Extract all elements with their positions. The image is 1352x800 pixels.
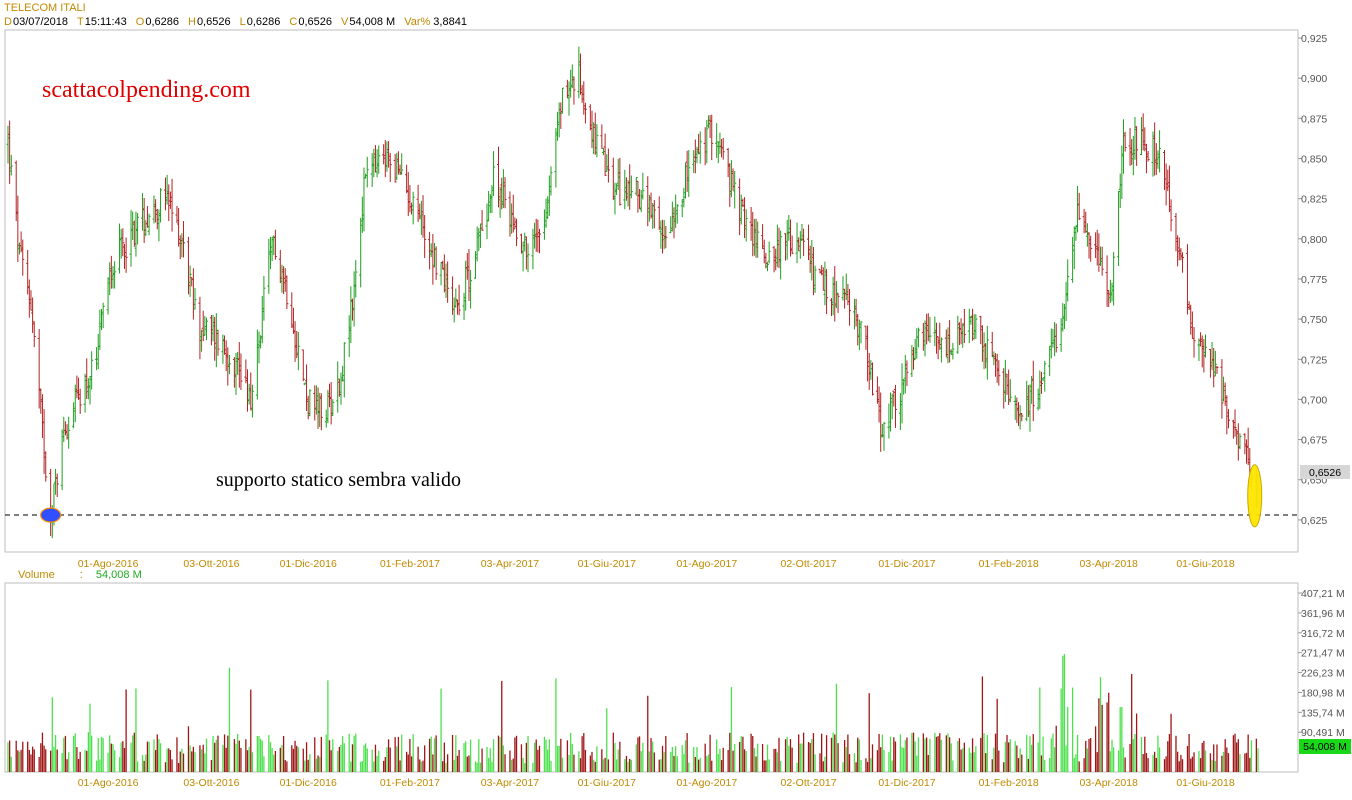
header-value: 0,6286 [145,16,179,28]
volume-date-tick-label: 03-Ott-2016 [183,777,239,789]
volume-tick-label: 271,47 M [1301,648,1345,660]
volume-tick-label: 361,96 M [1301,608,1345,620]
header-key: T [77,16,84,28]
header-value: 0,6526 [196,16,231,28]
volume-date-tick-label: 01-Dic-2017 [878,777,935,789]
volume-tick-label: 135,74 M [1301,707,1345,719]
volume-date-tick-label: 01-Giu-2018 [1176,777,1235,789]
volume-header: Volume : 54,008 M [18,569,142,581]
price-tick-label: 0,775 [1301,274,1327,286]
header-value: 54,008 M [349,16,396,28]
volume-date-tick-label: 03-Apr-2018 [1080,777,1139,789]
price-tick-label: 0,675 [1301,435,1327,447]
volume-date-tick-label: 02-Ott-2017 [781,777,837,789]
volume-date-tick-label: 01-Ago-2016 [78,777,139,789]
header-value: 15:11:43 [84,16,127,28]
header-value: 3,8841 [433,16,467,28]
volume-tick-label: 226,23 M [1301,668,1345,680]
header-key: C [289,16,298,28]
volume-value: 54,008 M [95,569,142,581]
date-tick-label: 01-Giu-2017 [578,558,637,570]
last-price-tag: 0,6526 [1309,467,1341,479]
date-tick-label: 01-Feb-2018 [979,558,1039,570]
date-tick-label: 01-Dic-2016 [280,558,337,570]
volume-date-tick-label: 03-Apr-2017 [481,777,540,789]
brand-watermark: scattacolpending.com [42,77,251,103]
support-marker [40,507,62,523]
volume-tick-label: 180,98 M [1301,687,1345,699]
price-panel[interactable] [4,29,1299,553]
volume-date-tick-label: 01-Dic-2016 [280,777,337,789]
last-price-tag-bg [1300,465,1350,479]
price-tick-label: 0,925 [1301,33,1327,45]
header-key: O [135,16,145,28]
header-key: Var% [404,16,431,28]
volume-bars [7,654,1259,772]
header-key: V [340,16,349,28]
date-tick-label: 01-Ago-2016 [78,558,139,570]
date-tick-label: 03-Ott-2016 [183,558,239,570]
date-axis: 01-Ago-2016 01-Ago-2016 03-Ott-2016 03-Ott-… [78,558,1235,789]
volume-label: Volume [18,569,55,581]
header-value: 03/07/2018 [12,16,69,28]
date-tick-label: 03-Apr-2017 [481,558,540,570]
volume-axis: 90,491 M 135,74 M 180,98 M 226,23 M 271,47 M… [1298,588,1345,739]
volume-tick-label: 90,491 M [1301,727,1345,739]
price-tick-label: 0,800 [1301,234,1327,246]
header-value: 0,6286 [246,16,281,28]
header-key: D [4,16,12,28]
price-tick-label: 0,900 [1301,73,1327,85]
price-axis: 0,6250,6500,6750,7000,7250,7500,7750,800… [1298,33,1327,527]
price-tick-label: 0,875 [1301,113,1327,125]
ohlc-header: D03/07/2018 T15:11:43 O0,6286 H0,6526 L0,628… [4,16,476,28]
date-tick-label: 01-Feb-2017 [380,558,440,570]
volume-tick-label: 316,72 M [1301,628,1345,640]
support-note: supporto statico sembra valido [216,469,461,491]
volume-date-tick-label: 01-Ago-2017 [676,777,737,789]
header-key: H [187,16,196,28]
price-tick-label: 0,750 [1301,314,1327,326]
date-tick-label: 03-Apr-2018 [1080,558,1139,570]
price-tick-label: 0,625 [1301,515,1327,527]
header-value: 0,6526 [298,16,332,28]
date-tick-label: 02-Ott-2017 [781,558,837,570]
volume-tick-label: 407,21 M [1301,588,1345,600]
last-volume-tag-bg [1299,739,1351,754]
chart-title: TELECOM ITALI [4,2,86,14]
header-key: L [239,16,246,28]
price-tick-label: 0,725 [1301,354,1327,366]
current-price-marker [1247,464,1263,528]
volume-separator: : [79,569,83,581]
price-tick-label: 0,700 [1301,394,1327,406]
date-tick-label: 01-Dic-2017 [878,558,935,570]
volume-date-tick-label: 01-Giu-2017 [578,777,637,789]
last-volume-tag: 54,008 M [1303,741,1347,753]
date-tick-label: 01-Giu-2018 [1176,558,1235,570]
date-tick-label: 01-Ago-2017 [676,558,737,570]
price-tick-label: 0,825 [1301,194,1327,206]
price-tick-label: 0,850 [1301,153,1327,165]
volume-date-tick-label: 01-Feb-2017 [380,777,440,789]
volume-date-tick-label: 01-Feb-2018 [979,777,1039,789]
price-bars [6,46,1260,539]
